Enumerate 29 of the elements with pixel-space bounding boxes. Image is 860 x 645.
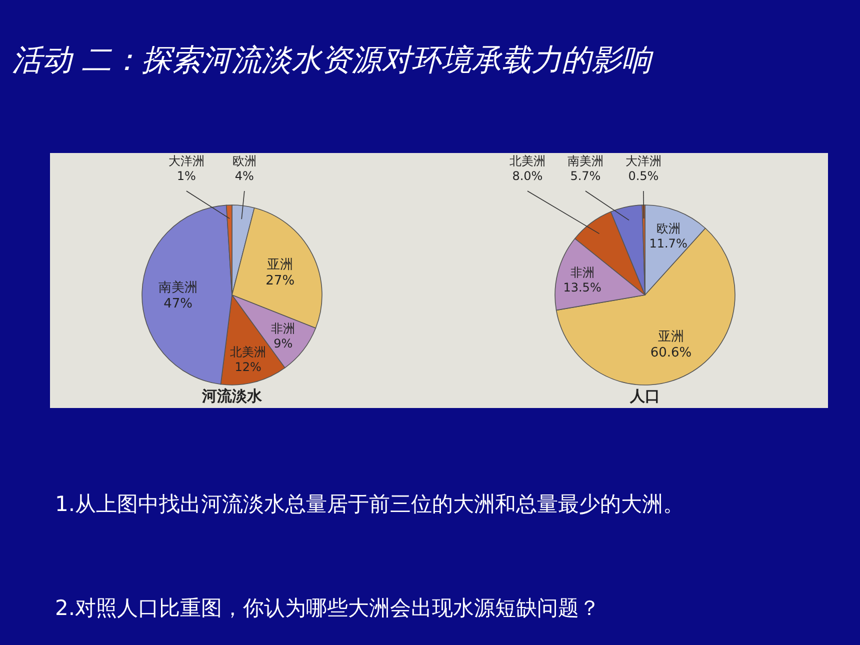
- data-label: 9%: [274, 336, 293, 351]
- text: 河流淡水: [201, 387, 263, 405]
- data-label: 4%: [234, 169, 254, 183]
- data-label: 1%: [176, 169, 196, 183]
- text: 1.从上图中找出河流淡水总量居于前三位的大洲和总量最少的大洲。: [55, 491, 686, 518]
- slice-label: 北美洲: [230, 344, 266, 359]
- slice-label: 北美洲: [509, 154, 546, 168]
- slice-label: 非洲: [570, 266, 594, 280]
- data-label: 47%: [164, 296, 192, 312]
- data-label: 11.7%: [649, 236, 688, 251]
- data-label: 5.7%: [570, 169, 601, 183]
- slice-label: 欧洲: [656, 222, 680, 236]
- slice-label: 非洲: [271, 322, 296, 336]
- slice-label: 亚洲: [658, 329, 684, 344]
- slice-label: 大洋洲: [168, 154, 204, 168]
- text: 2.对照人口比重图，你认为哪些大洲会出现水源短缺问题？: [55, 595, 602, 622]
- slice-label: 南美洲: [158, 279, 198, 296]
- text: 活动 二：探索河流淡水资源对环境承载力的影响: [12, 42, 654, 80]
- data-label: 0.5%: [628, 169, 659, 183]
- slice-label: 大洋洲: [625, 154, 662, 168]
- text: 人口: [629, 387, 660, 405]
- data-label: 13.5%: [563, 280, 602, 295]
- data-label: 8.0%: [512, 169, 543, 183]
- data-label: 27%: [266, 273, 295, 288]
- data-label: 60.6%: [650, 345, 692, 360]
- slice-label: 欧洲: [232, 154, 256, 168]
- data-label: 12%: [234, 360, 262, 374]
- slice-label: 南美洲: [567, 154, 604, 168]
- slice-label: 亚洲: [267, 257, 294, 272]
